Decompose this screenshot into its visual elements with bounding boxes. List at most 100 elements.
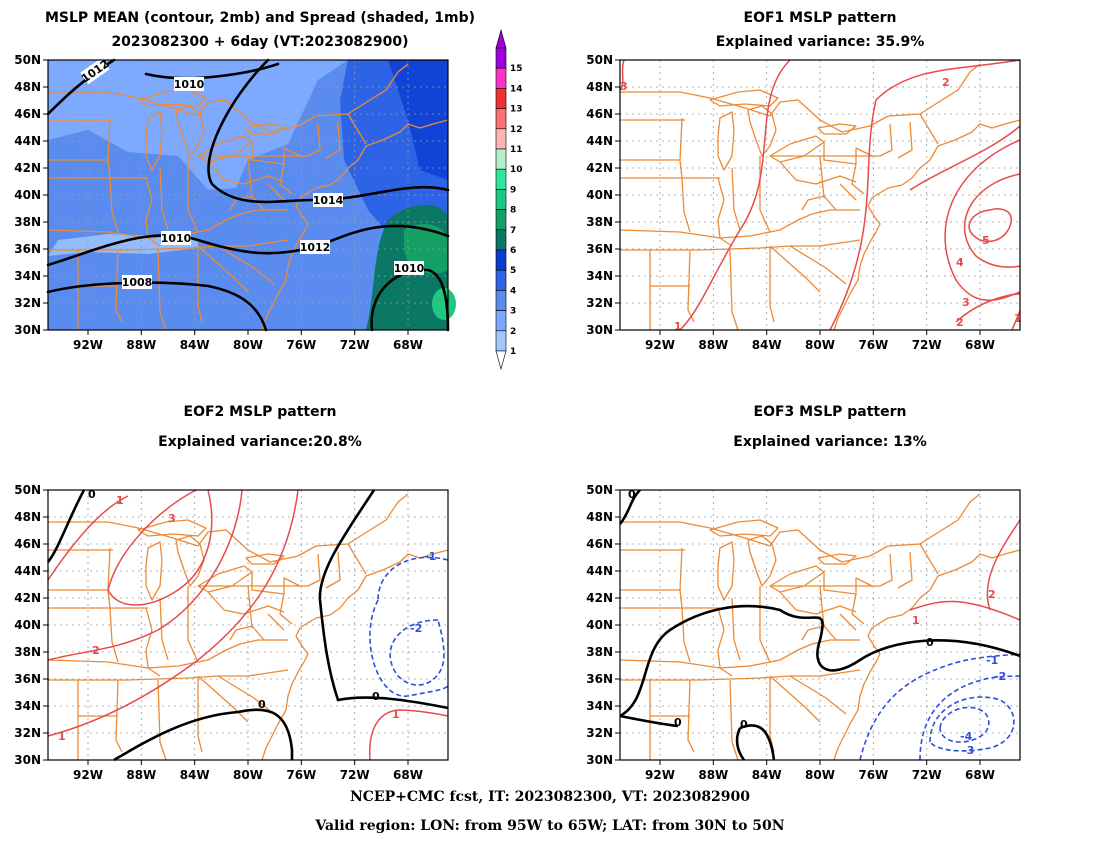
contour-label: 0 <box>258 698 266 711</box>
lon-tick-label: 92W <box>645 768 675 782</box>
colorbar-label: 13 <box>510 105 523 115</box>
colorbar-label: 12 <box>510 125 523 135</box>
contour-label: -1 <box>986 654 998 667</box>
lat-tick-label: 44N <box>14 564 41 578</box>
panel4-map: 0 2 1 0 -1 -2 -4 -3 0 0 <box>618 488 1021 761</box>
contour-label: 1010 <box>161 232 192 245</box>
colorbar-swatch <box>495 47 507 69</box>
lat-tick-label: 46N <box>586 107 613 121</box>
colorbar: 15 14 13 12 11 10 9 8 7 6 5 4 3 2 1 <box>495 28 523 371</box>
contour-label: 1 <box>1014 312 1022 325</box>
lat-tick-label: 50N <box>586 483 613 497</box>
eof3-contour-minus4 <box>939 706 990 743</box>
colorbar-label: 8 <box>510 206 516 216</box>
contour-label: 1012 <box>300 241 331 254</box>
spread-5-area <box>388 60 448 180</box>
colorbar-swatch <box>495 128 507 150</box>
eof2-contour-minus2 <box>389 619 445 686</box>
lon-tick-label: 80W <box>805 768 835 782</box>
lon-tick-label: 68W <box>393 768 423 782</box>
lon-tick-label: 88W <box>698 768 728 782</box>
panel2-title: EOF1 MSLP pattern <box>743 10 897 26</box>
lat-tick-label: 30N <box>14 753 41 767</box>
eof2-contour-zero-east <box>318 489 449 710</box>
lon-tick-label: 92W <box>73 768 103 782</box>
contour-label: 1010 <box>394 262 425 275</box>
eof1-contour-4 <box>963 173 1021 268</box>
lon-tick-label: 76W <box>858 338 888 352</box>
lat-tick-label: 44N <box>586 564 613 578</box>
colorbar-swatch <box>495 229 507 251</box>
lat-tick-label: 42N <box>14 591 41 605</box>
contour-label: -1 <box>424 550 436 563</box>
colorbar-label: 1 <box>510 347 516 357</box>
panel4-title: EOF3 MSLP pattern <box>753 404 907 420</box>
panel1-subtitle: 2023082300 + 6day (VT:2023082900) <box>111 34 409 50</box>
lat-tick-label: 36N <box>586 242 613 256</box>
lon-tick-label: 72W <box>912 338 942 352</box>
lat-tick-label: 46N <box>14 537 41 551</box>
eof2-contour-zero-south <box>113 708 294 762</box>
lon-tick-label: 72W <box>912 768 942 782</box>
contour-label: 1 <box>392 708 400 721</box>
colorbar-label: 3 <box>510 307 516 317</box>
isobar-1008 <box>46 281 268 332</box>
eof3-contour-minus2 <box>919 675 1021 761</box>
lat-tick-label: 42N <box>586 591 613 605</box>
panel1-title: MSLP MEAN (contour, 2mb) and Spread (sha… <box>45 10 475 26</box>
eof1-contour-1 <box>679 59 791 331</box>
contour-label: 2 <box>942 76 950 89</box>
contour-label: 1014 <box>313 194 344 207</box>
lon-tick-label: 80W <box>805 338 835 352</box>
colorbar-swatch <box>495 249 507 271</box>
contour-label: 1 <box>674 320 682 333</box>
lon-tick-label: 88W <box>698 338 728 352</box>
lat-tick-label: 50N <box>14 483 41 497</box>
panel3-title: EOF2 MSLP pattern <box>183 404 337 420</box>
lon-tick-label: 84W <box>180 338 210 352</box>
panel2-map: 3 2 5 4 3 2 1 1 <box>619 59 1022 333</box>
colorbar-label: 5 <box>510 266 516 276</box>
contour-label: 0 <box>372 690 380 703</box>
contour-label: 4 <box>956 256 964 269</box>
colorbar-label: 2 <box>510 327 516 337</box>
contour-label: 0 <box>628 488 636 501</box>
lon-tick-label: 84W <box>752 338 782 352</box>
lon-tick-label: 80W <box>233 768 263 782</box>
lat-tick-label: 34N <box>586 699 613 713</box>
lon-tick-label: 80W <box>233 338 263 352</box>
eof3-contour-1 <box>909 600 1021 621</box>
lat-tick-label: 48N <box>586 80 613 94</box>
lat-tick-label: 40N <box>586 188 613 202</box>
eof2-contour-3 <box>107 489 213 606</box>
eof3-contour-zero-nw <box>618 489 641 525</box>
contour-label: 1 <box>58 730 66 743</box>
colorbar-label: 7 <box>510 226 516 236</box>
lon-tick-label: 72W <box>340 338 370 352</box>
eof1-contour-2 <box>829 59 1021 331</box>
lon-tick-label: 88W <box>126 338 156 352</box>
lat-tick-label: 36N <box>14 672 41 686</box>
lat-tick-label: 44N <box>586 134 613 148</box>
lat-tick-label: 38N <box>586 645 613 659</box>
contour-label: 1 <box>116 494 124 507</box>
lon-tick-label: 76W <box>858 768 888 782</box>
contour-label: 1008 <box>122 276 153 289</box>
contour-label: 0 <box>88 488 96 501</box>
colorbar-label: 11 <box>510 145 523 155</box>
lat-tick-label: 32N <box>14 296 41 310</box>
lat-tick-label: 46N <box>586 537 613 551</box>
contour-label: 3 <box>962 296 970 309</box>
contour-label: 3 <box>620 80 628 93</box>
lat-tick-label: 34N <box>586 269 613 283</box>
spread-8-area <box>432 288 456 320</box>
eof3-contour-zero-south <box>739 724 776 761</box>
isobar-1010-north <box>144 62 280 80</box>
lat-tick-label: 30N <box>586 753 613 767</box>
colorbar-swatch <box>495 108 507 130</box>
colorbar-swatch <box>495 209 507 231</box>
panel2-subtitle: Explained variance: 35.9% <box>715 34 925 50</box>
lon-tick-label: 92W <box>73 338 103 352</box>
colorbar-swatch <box>495 290 507 311</box>
lat-tick-label: 32N <box>14 726 41 740</box>
